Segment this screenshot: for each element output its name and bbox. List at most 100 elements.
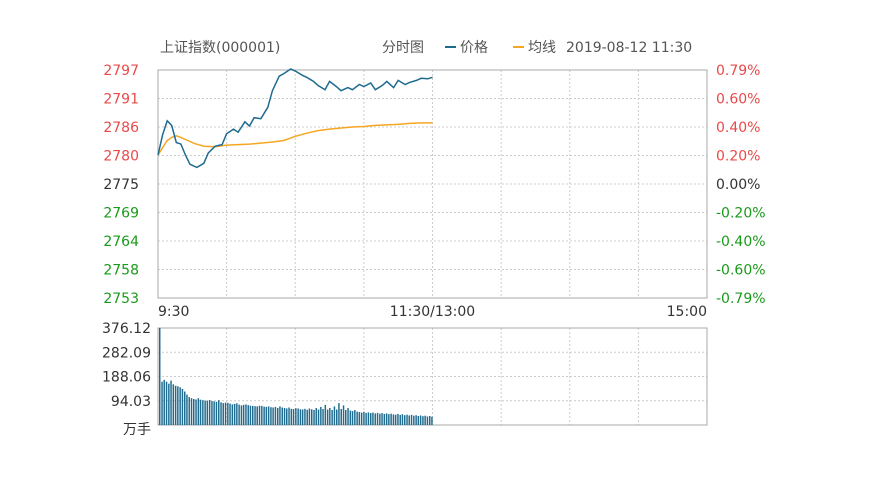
- volume-bar: [347, 408, 349, 425]
- volume-bar: [363, 411, 365, 425]
- volume-bar: [199, 399, 202, 425]
- volume-bar: [274, 406, 277, 425]
- volume-bar: [372, 412, 374, 425]
- price-ytick-right: -0.40%: [716, 234, 766, 250]
- volume-bar: [331, 410, 333, 425]
- volume-bar: [336, 409, 338, 425]
- volume-bar: [360, 412, 363, 425]
- volume-bar: [159, 328, 161, 425]
- volume-bar: [170, 380, 172, 425]
- volume-bar: [392, 414, 395, 425]
- volume-bar: [326, 409, 329, 425]
- volume-bar: [229, 403, 231, 425]
- datetime-label: 2019-08-12 11:30: [566, 40, 692, 56]
- volume-bar: [181, 388, 184, 425]
- volume-bar: [281, 407, 283, 425]
- volume-bar: [422, 416, 424, 425]
- volume-bar: [272, 407, 274, 425]
- volume-ytick: 282.09: [102, 345, 151, 361]
- volume-bar: [172, 384, 175, 425]
- volume-bar: [265, 406, 268, 425]
- price-legend-label: 价格: [460, 40, 488, 56]
- price-yticks-right: 0.79% 0.60% 0.40% 0.20% 0.00% -0.20% -0.40% -0.…: [716, 63, 766, 307]
- volume-bar: [242, 404, 245, 425]
- volume-bar: [184, 391, 186, 425]
- volume-bar: [213, 401, 215, 425]
- volume-bar: [240, 405, 243, 425]
- price-ytick-right: 0.00%: [716, 177, 760, 193]
- volume-bar: [256, 406, 258, 425]
- volume-bar: [168, 383, 170, 425]
- volume-bar: [227, 402, 229, 425]
- volume-bar: [385, 413, 388, 425]
- volume-bar: [204, 400, 206, 425]
- volume-bar: [231, 404, 234, 425]
- price-ytick-left: 2786: [103, 120, 139, 136]
- volume-bar: [399, 414, 401, 425]
- volume-bar: [211, 401, 213, 425]
- volume-bar: [188, 397, 190, 425]
- price-ytick-right: 0.60%: [716, 92, 760, 108]
- volume-bar: [322, 409, 324, 425]
- volume-bar: [263, 406, 265, 425]
- volume-bar: [426, 416, 429, 425]
- volume-bar: [295, 408, 297, 425]
- volume-bar: [190, 398, 193, 425]
- volume-bar: [308, 408, 311, 425]
- volume-bar: [177, 386, 179, 425]
- volume-bar: [324, 404, 327, 425]
- price-line: [157, 68, 433, 169]
- time-axis: 9:30 11:30/13:00 15:00: [158, 304, 707, 320]
- volume-bar: [277, 408, 279, 425]
- price-ytick-left: 2769: [103, 206, 139, 222]
- volume-bars: [159, 328, 433, 425]
- volume-yticks: 376.12 282.09 188.06 94.03 万手: [102, 321, 151, 438]
- volume-bar: [222, 403, 224, 425]
- volume-bar: [286, 408, 288, 425]
- volume-bar: [370, 413, 372, 425]
- volume-bar: [410, 414, 413, 425]
- volume-bar: [404, 415, 406, 425]
- volume-ytick: 94.03: [111, 394, 151, 410]
- volume-bar: [351, 411, 354, 425]
- view-label: 分时图: [382, 40, 424, 56]
- volume-bar: [338, 403, 340, 425]
- price-ytick-right: 0.79%: [716, 63, 760, 79]
- volume-bar: [299, 409, 302, 425]
- volume-bar: [381, 413, 383, 425]
- x-tick-open: 9:30: [158, 304, 189, 320]
- index-name: 上证指数(000001): [160, 40, 280, 56]
- avg-line: [157, 122, 433, 156]
- volume-bar: [195, 399, 197, 425]
- volume-bar: [202, 400, 204, 425]
- volume-bar: [165, 381, 168, 425]
- volume-bar: [179, 387, 181, 425]
- volume-bar: [394, 414, 397, 425]
- volume-bar: [354, 410, 356, 425]
- volume-bar: [249, 405, 252, 425]
- volume-bar: [419, 415, 422, 425]
- volume-bar: [233, 403, 236, 425]
- price-ytick-left: 2753: [103, 291, 139, 307]
- volume-bar: [376, 412, 379, 425]
- volume-bar: [163, 379, 165, 425]
- volume-bar: [193, 399, 195, 425]
- x-tick-midday: 11:30/13:00: [390, 304, 475, 320]
- volume-bar: [424, 415, 426, 425]
- volume-bar: [238, 404, 240, 425]
- volume-bar: [333, 406, 336, 425]
- volume-bar: [236, 403, 238, 425]
- volume-bar: [345, 410, 347, 425]
- volume-bar: [365, 412, 367, 425]
- volume-bar: [329, 408, 331, 425]
- volume-bar: [224, 402, 227, 425]
- volume-bar: [320, 406, 322, 425]
- price-yticks-left: 2797 2791 2786 2780 2775 2769 2764 2758 2753: [103, 63, 139, 307]
- volume-bar: [206, 400, 209, 425]
- volume-bar: [215, 401, 218, 425]
- volume-bar: [306, 409, 308, 425]
- price-ytick-right: -0.79%: [716, 291, 766, 307]
- volume-bar: [279, 406, 281, 425]
- price-ytick-right: -0.60%: [716, 263, 766, 279]
